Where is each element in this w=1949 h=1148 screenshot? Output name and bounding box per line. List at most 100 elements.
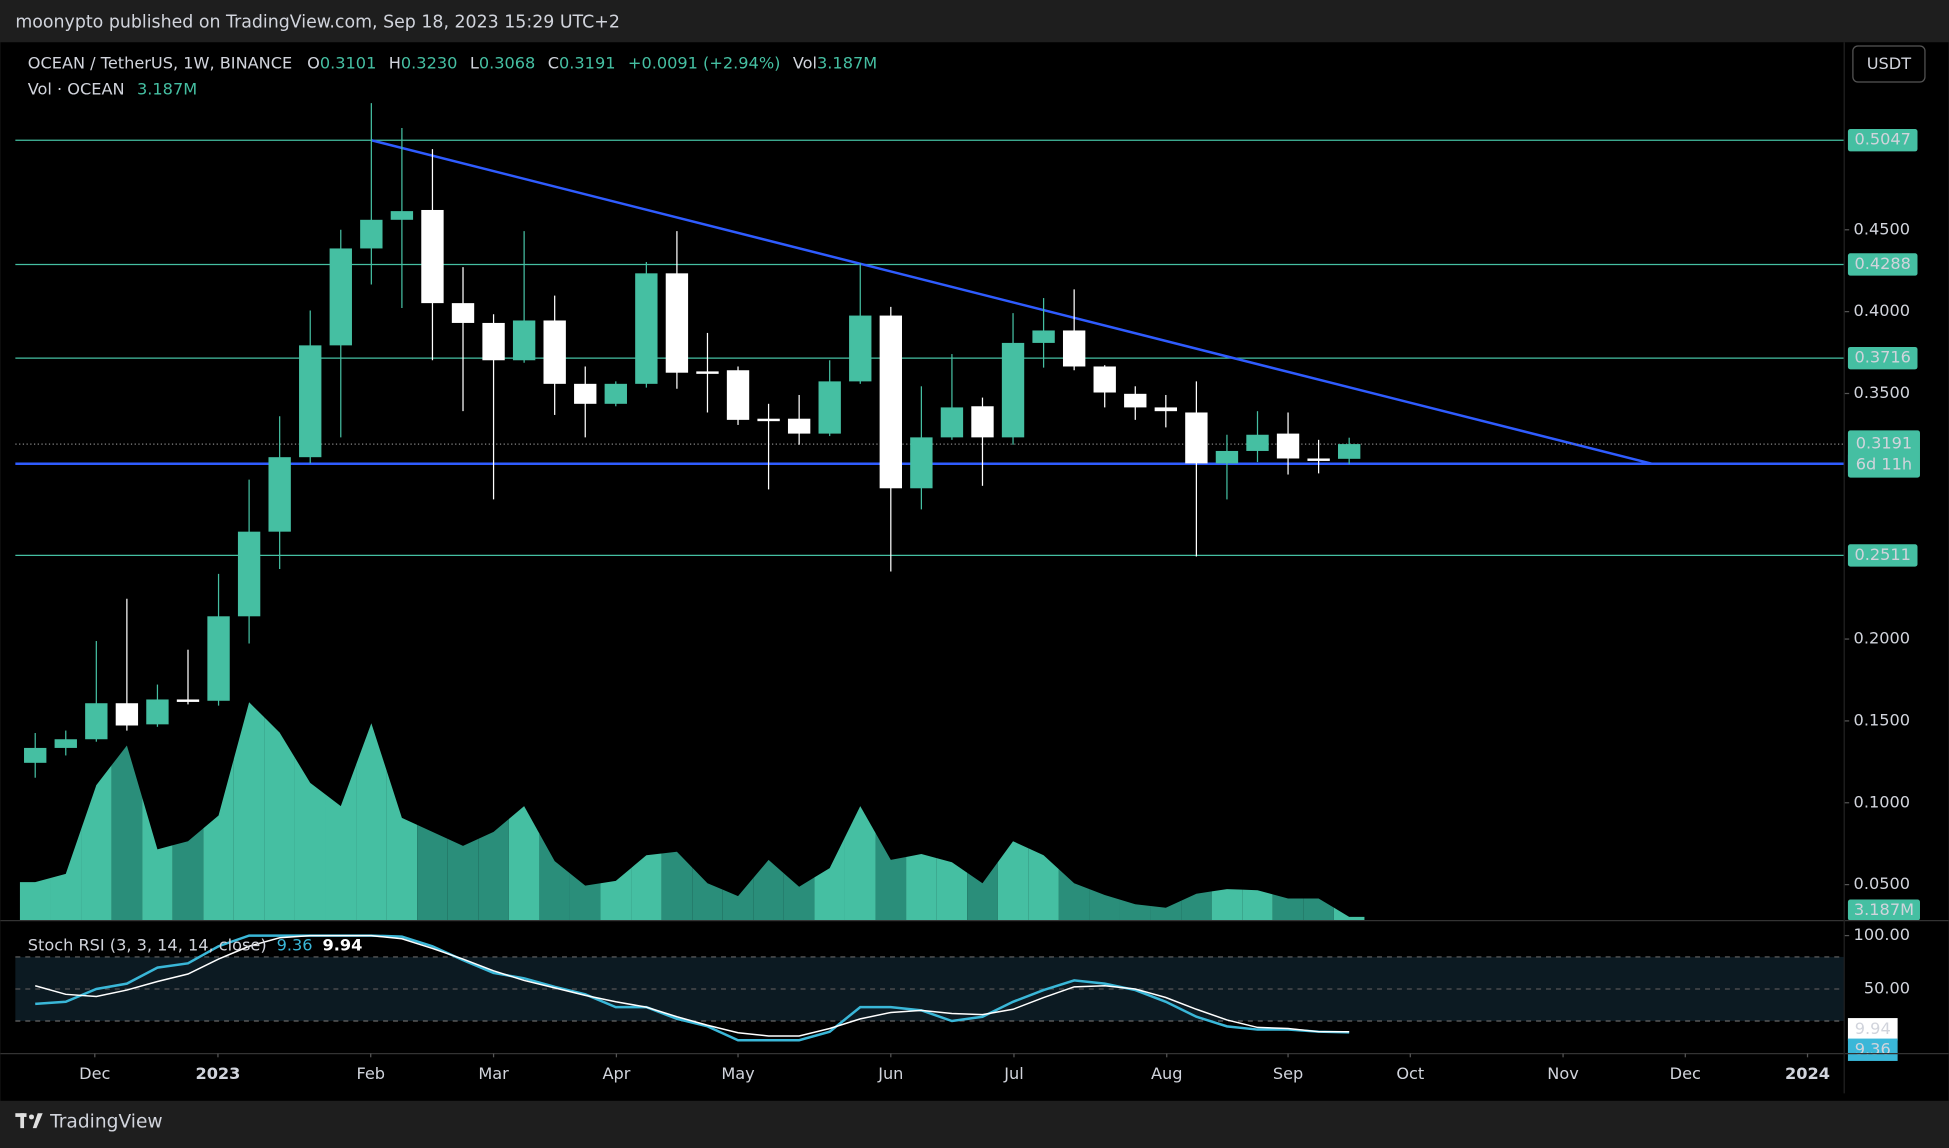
volume-area <box>844 806 876 921</box>
candle-body <box>1276 433 1300 459</box>
x-tick-label: May <box>721 1064 755 1083</box>
level-label-box <box>1847 253 1918 276</box>
candle-body <box>1154 407 1178 412</box>
x-tick-label: Nov <box>1547 1064 1579 1083</box>
chart-background <box>0 42 1949 1101</box>
volume-area <box>508 806 540 921</box>
candle-body <box>879 315 902 489</box>
level-label-box <box>1847 346 1918 370</box>
candle-body <box>635 273 658 384</box>
candle-body <box>849 315 872 382</box>
volume-area <box>81 765 112 921</box>
level-label-box <box>1847 129 1918 152</box>
volume-area <box>19 878 51 921</box>
candle-body <box>268 457 291 532</box>
stoch-value-box <box>1847 1018 1898 1041</box>
volume-area <box>417 824 448 921</box>
volume-area <box>875 833 907 921</box>
candle-body <box>176 699 200 702</box>
candle-body <box>421 209 444 304</box>
volume-legend-value: 3.187M <box>137 79 197 98</box>
candle-body <box>696 371 719 374</box>
volume-area <box>661 851 693 921</box>
stoch-legend: Stoch RSI (3, 3, 14, 14, close) 9.36 9.94 <box>28 935 363 954</box>
volume-area <box>1089 889 1120 921</box>
volume-area <box>631 853 662 921</box>
candle-body <box>85 703 108 740</box>
x-tick-label: Apr <box>602 1064 630 1083</box>
volume-area <box>600 868 632 921</box>
legend-key: H <box>389 53 401 72</box>
y-tick-label: 0.1500 <box>1854 710 1910 729</box>
volume-area <box>478 819 509 921</box>
volume-value-label: 3.187M <box>1854 900 1914 919</box>
candle-body <box>482 322 505 361</box>
volume-area <box>325 764 357 921</box>
volume-area <box>1211 889 1243 921</box>
volume-area <box>233 702 265 921</box>
legend-key: O <box>307 53 320 72</box>
volume-area <box>1272 894 1304 921</box>
candle-body <box>1307 458 1330 461</box>
volume-area <box>294 757 326 921</box>
legend-value: 3.187M <box>817 53 877 72</box>
candle-body <box>726 370 750 420</box>
volume-area <box>783 873 815 921</box>
volume-area <box>356 723 387 921</box>
stoch-legend-value: 9.94 <box>322 935 362 954</box>
candle-body <box>451 303 475 323</box>
currency-button[interactable] <box>1852 45 1926 83</box>
volume-area <box>539 833 570 921</box>
volume-area <box>967 862 998 921</box>
legend-value: 0.3068 <box>479 53 535 72</box>
legend-change: +0.0091 (+2.94%) <box>628 53 781 72</box>
x-tick-label: Jul <box>1003 1064 1023 1083</box>
volume-area <box>1333 907 1365 921</box>
candle-body <box>1337 444 1361 459</box>
level-label: 0.5047 <box>1854 130 1910 149</box>
price-label: 0.3191 <box>1856 434 1912 453</box>
y-tick-label: 0.3500 <box>1854 383 1910 402</box>
level-label: 0.3716 <box>1854 348 1910 367</box>
candle-body <box>512 320 536 361</box>
stoch-title: Stoch RSI (3, 3, 14, 14, close) <box>28 935 267 954</box>
symbol: OCEAN / TetherUS, 1W, BINANCE <box>28 53 292 72</box>
brand: TradingView <box>49 1111 163 1132</box>
candle-body <box>1185 412 1208 464</box>
volume-area <box>906 854 937 921</box>
price-label-box <box>1847 430 1920 478</box>
candle-body <box>24 747 47 763</box>
legend-value: 0.3191 <box>559 53 615 72</box>
stoch-value-label: 9.36 <box>1855 1039 1891 1058</box>
y-tick-label: 50.00 <box>1864 978 1910 997</box>
candle-body <box>237 531 261 617</box>
volume-area <box>936 858 968 921</box>
candle-body <box>1032 330 1055 343</box>
volume-area <box>692 867 723 921</box>
candle-body <box>665 273 689 373</box>
x-tick-label: Feb <box>356 1064 385 1083</box>
candle-body <box>1062 330 1086 367</box>
currency-button-label[interactable]: USDT <box>1867 54 1911 73</box>
volume-area <box>1150 900 1182 921</box>
x-tick-label: Jun <box>877 1064 903 1083</box>
volume-area <box>111 745 143 921</box>
candle-body <box>360 219 383 249</box>
x-tick-label: Oct <box>1396 1064 1424 1083</box>
volume-area <box>386 770 418 921</box>
candle-body <box>1001 342 1025 438</box>
y-tick-label: 0.4000 <box>1854 301 1910 320</box>
volume-area <box>447 838 479 921</box>
volume-area <box>142 797 173 921</box>
level-label: 0.4288 <box>1854 254 1910 273</box>
volume-label-box <box>1847 899 1920 921</box>
legend-key: Vol <box>793 53 817 72</box>
candle-body <box>207 616 230 701</box>
candle-body <box>574 383 597 404</box>
stoch-value-label: 9.94 <box>1855 1019 1891 1038</box>
trendline <box>371 139 1652 465</box>
candle-body <box>543 320 566 384</box>
y-tick-label: 0.4500 <box>1854 219 1910 238</box>
level-label-box <box>1847 544 1918 567</box>
